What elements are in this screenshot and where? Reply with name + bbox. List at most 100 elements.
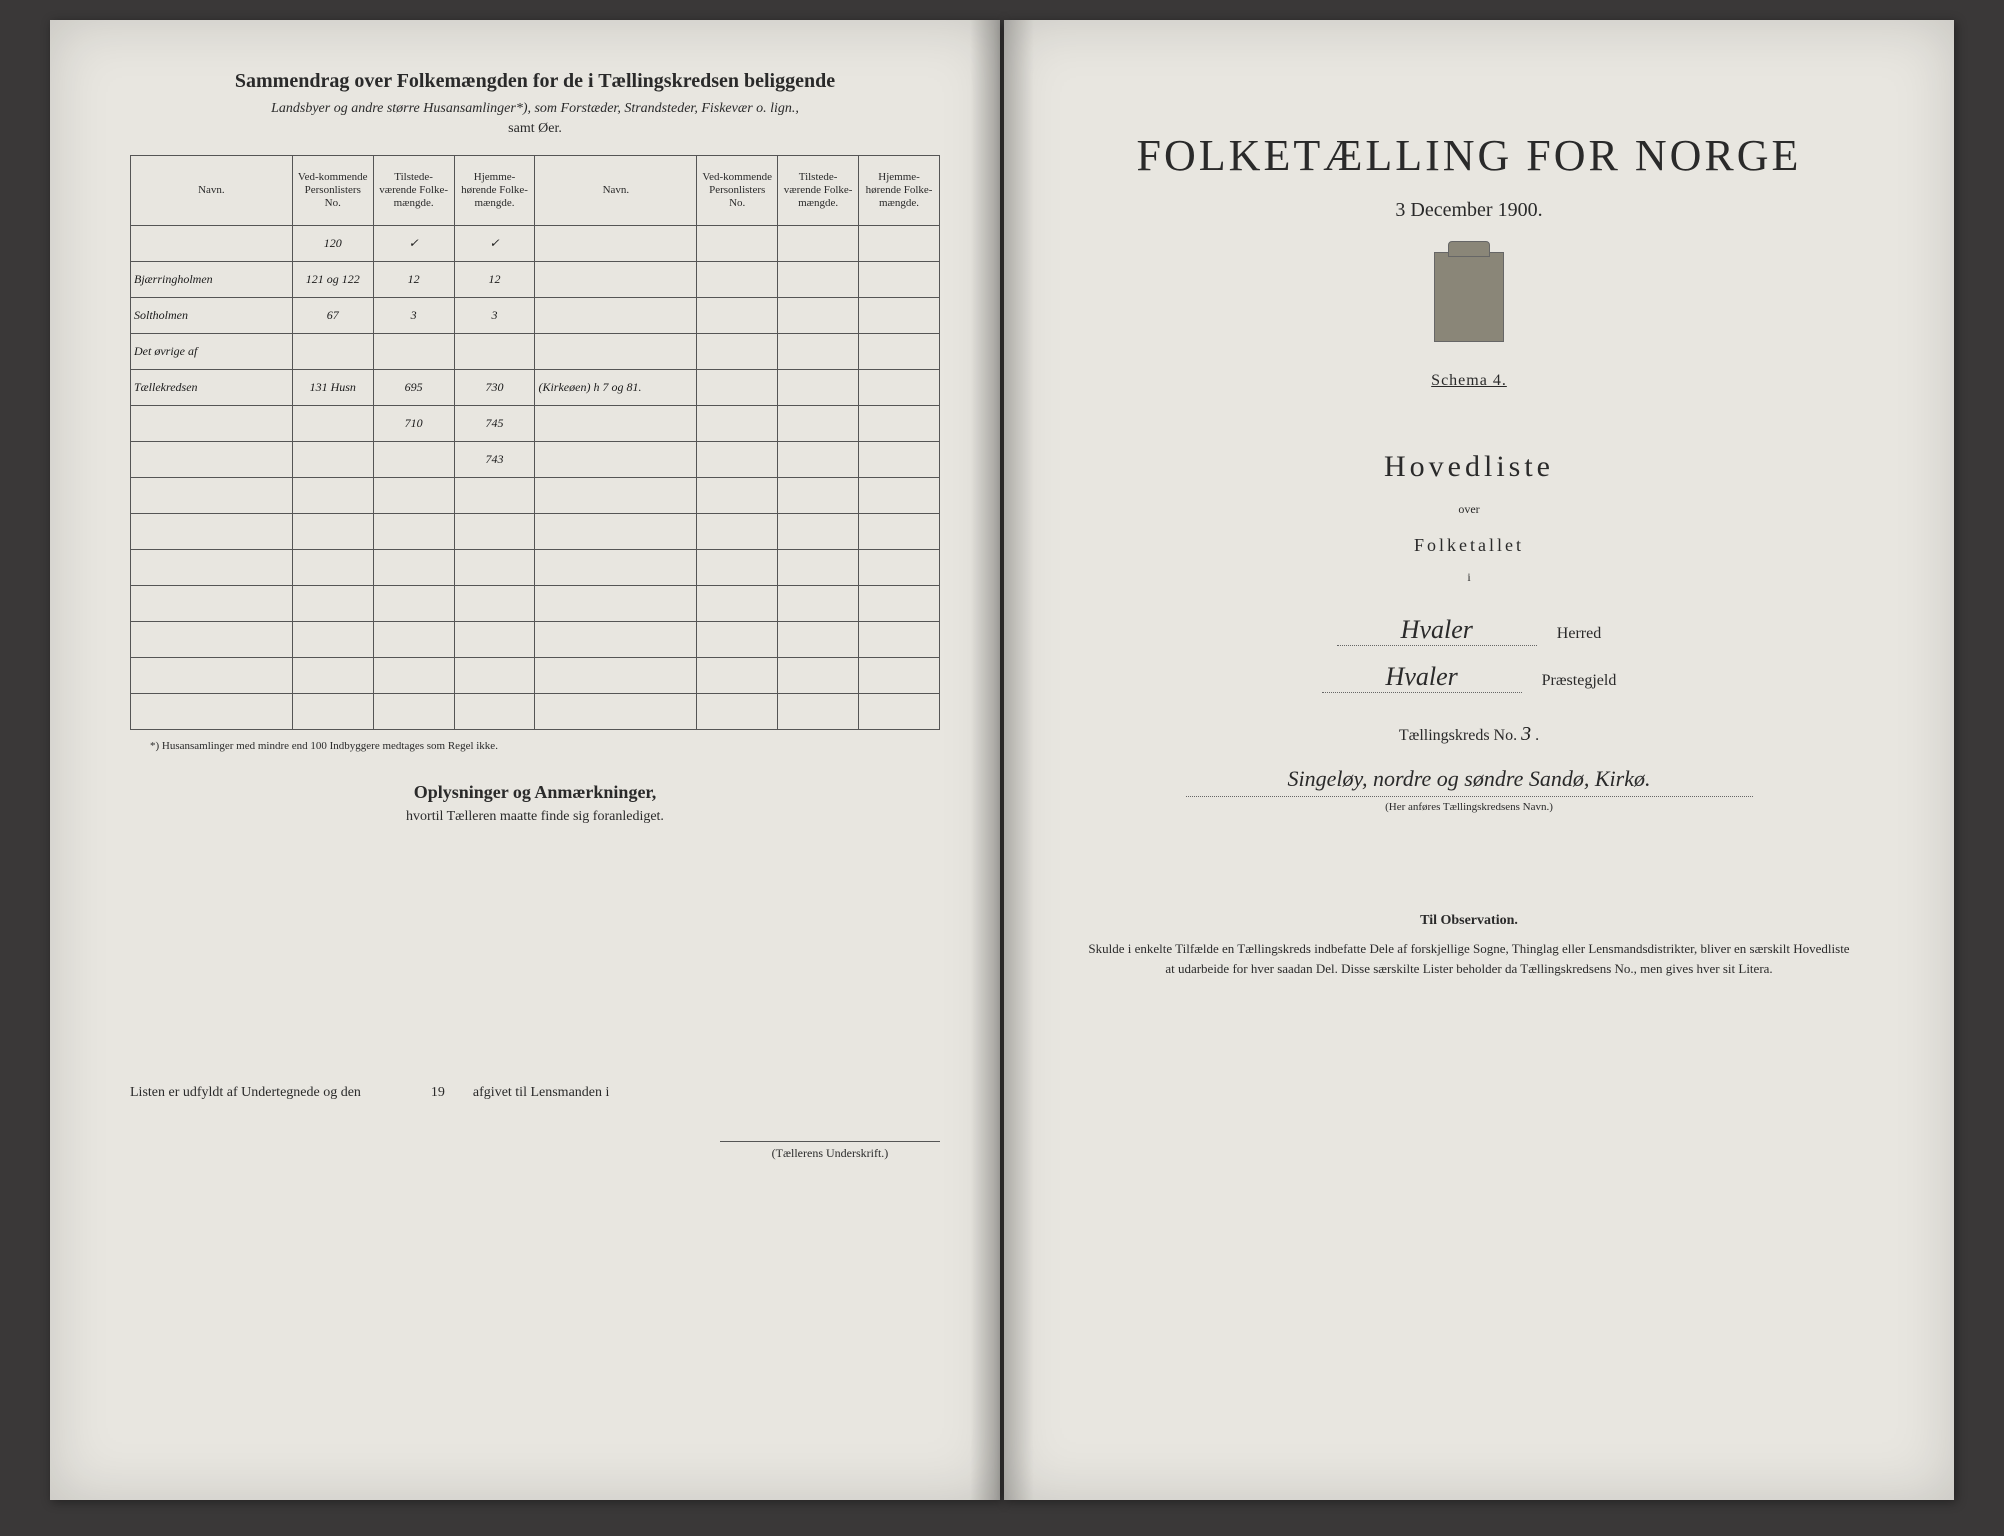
cell-t: 695	[373, 370, 454, 406]
empty-cell	[778, 550, 859, 586]
empty-cell	[859, 658, 940, 694]
hovedliste: Hovedliste	[1064, 450, 1874, 484]
empty-cell	[373, 658, 454, 694]
empty-cell	[778, 478, 859, 514]
th-vedkom: Ved-kommende Personlisters No.	[292, 156, 373, 226]
cell-no: 121 og 122	[292, 262, 373, 298]
empty-cell	[292, 694, 373, 730]
empty-cell	[778, 586, 859, 622]
herred-label: Herred	[1557, 625, 1601, 643]
coat-of-arms-icon	[1434, 252, 1504, 342]
bottom-text-a: Listen er udfyldt af Undertegnede og den	[130, 1085, 361, 1100]
kreds-note: (Her anføres Tællingskredsens Navn.)	[1064, 801, 1874, 813]
cell-no2	[697, 226, 778, 262]
empty-cell	[373, 478, 454, 514]
table-row	[131, 694, 940, 730]
cell-navn2	[535, 442, 697, 478]
empty-cell	[697, 694, 778, 730]
empty-cell	[454, 514, 535, 550]
praeste-label: Præstegjeld	[1542, 672, 1617, 690]
empty-cell	[292, 658, 373, 694]
kreds-label: Tællingskreds No.	[1399, 727, 1517, 744]
cell-t2	[778, 370, 859, 406]
cell-no2	[697, 298, 778, 334]
table-header-row: Navn. Ved-kommende Personlisters No. Til…	[131, 156, 940, 226]
praeste-value: Hvaler	[1322, 662, 1522, 693]
cell-no: 67	[292, 298, 373, 334]
empty-cell	[535, 658, 697, 694]
cell-h: ✓	[454, 226, 535, 262]
empty-cell	[131, 550, 293, 586]
empty-cell	[778, 622, 859, 658]
cell-no2	[697, 406, 778, 442]
cell-no: 120	[292, 226, 373, 262]
cell-h: 743	[454, 442, 535, 478]
cell-h2	[859, 334, 940, 370]
cell-h: 745	[454, 406, 535, 442]
cell-h2	[859, 226, 940, 262]
cell-h2	[859, 298, 940, 334]
empty-cell	[454, 478, 535, 514]
cell-h: 730	[454, 370, 535, 406]
left-title: Sammendrag over Folkemængden for de i Tæ…	[130, 70, 940, 93]
empty-cell	[131, 622, 293, 658]
empty-cell	[697, 586, 778, 622]
cell-t2	[778, 262, 859, 298]
empty-cell	[373, 694, 454, 730]
cell-navn	[131, 226, 293, 262]
empty-cell	[697, 658, 778, 694]
cell-no	[292, 334, 373, 370]
th-hjemme: Hjemme-hørende Folke-mængde.	[454, 156, 535, 226]
footnote: *) Husansamlinger med mindre end 100 Ind…	[150, 740, 940, 752]
census-book: Sammendrag over Folkemængden for de i Tæ…	[50, 20, 1954, 1500]
cell-t2	[778, 298, 859, 334]
cell-t: 3	[373, 298, 454, 334]
cell-t2	[778, 226, 859, 262]
empty-cell	[859, 478, 940, 514]
cell-t2	[778, 334, 859, 370]
herred-value: Hvaler	[1337, 615, 1537, 646]
cell-h2	[859, 370, 940, 406]
empty-cell	[131, 658, 293, 694]
empty-cell	[535, 514, 697, 550]
empty-cell	[373, 586, 454, 622]
empty-cell	[535, 694, 697, 730]
table-row	[131, 622, 940, 658]
left-subtitle: Landsbyer og andre større Husansamlinger…	[130, 101, 940, 117]
kreds-name: Singeløy, nordre og søndre Sandø, Kirkø.	[1186, 766, 1753, 797]
empty-cell	[859, 622, 940, 658]
empty-cell	[697, 514, 778, 550]
cell-navn: Soltholmen	[131, 298, 293, 334]
cell-navn: Det øvrige af	[131, 334, 293, 370]
cell-no	[292, 442, 373, 478]
table-row	[131, 658, 940, 694]
cell-h2	[859, 442, 940, 478]
empty-cell	[454, 658, 535, 694]
table-row	[131, 478, 940, 514]
empty-cell	[535, 478, 697, 514]
empty-cell	[697, 550, 778, 586]
cell-h2	[859, 406, 940, 442]
table-row	[131, 586, 940, 622]
bottom-line: Listen er udfyldt af Undertegnede og den…	[130, 1085, 940, 1101]
th-navn: Navn.	[131, 156, 293, 226]
empty-cell	[292, 514, 373, 550]
right-page: FOLKETÆLLING FOR NORGE 3 December 1900. …	[1004, 20, 1954, 1500]
empty-cell	[131, 586, 293, 622]
date-line: 3 December 1900.	[1064, 199, 1874, 222]
empty-cell	[535, 586, 697, 622]
oplysninger-title: Oplysninger og Anmærkninger,	[130, 782, 940, 803]
th-navn2: Navn.	[535, 156, 697, 226]
empty-cell	[454, 694, 535, 730]
empty-cell	[292, 478, 373, 514]
cell-h: 12	[454, 262, 535, 298]
bottom-text-b: 19	[431, 1085, 445, 1100]
cell-h: 3	[454, 298, 535, 334]
table-row: Tællekredsen131 Husn695730(Kirkeøen) h 7…	[131, 370, 940, 406]
cell-no2	[697, 334, 778, 370]
empty-cell	[131, 694, 293, 730]
empty-cell	[373, 622, 454, 658]
empty-cell	[292, 550, 373, 586]
cell-navn2	[535, 406, 697, 442]
cell-navn: Bjærringholmen	[131, 262, 293, 298]
